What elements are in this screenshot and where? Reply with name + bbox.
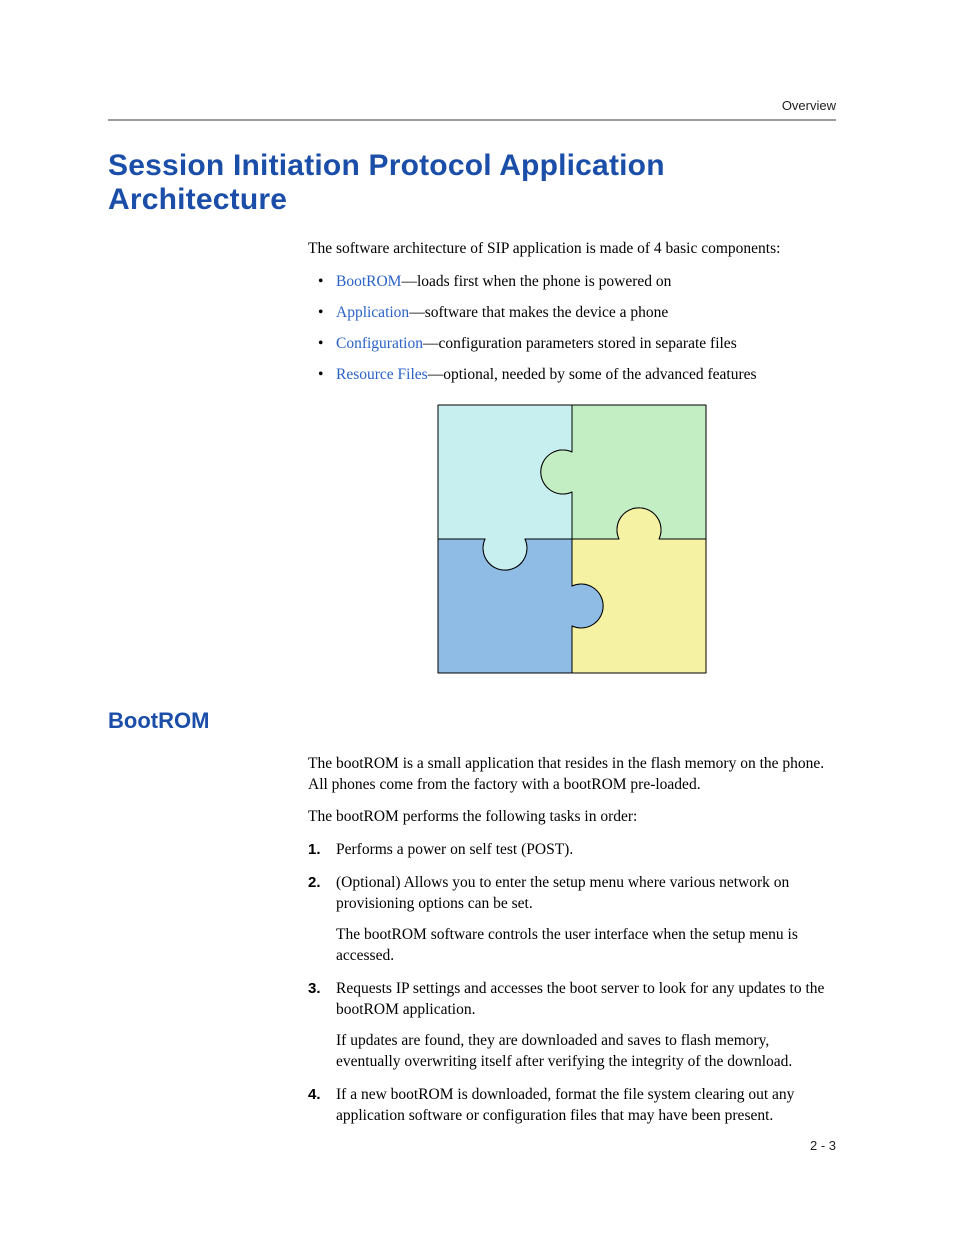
list-item: Configuration—configuration parameters s… bbox=[308, 334, 836, 355]
puzzle-icon bbox=[437, 404, 707, 674]
step-text: If a new bootROM is downloaded, format t… bbox=[336, 1086, 794, 1124]
list-item-text: —software that makes the device a phone bbox=[409, 304, 668, 321]
step-item: Performs a power on self test (POST). bbox=[308, 840, 836, 861]
header-section-label: Overview bbox=[108, 98, 836, 113]
intro-block: The software architecture of SIP applica… bbox=[308, 239, 836, 674]
list-item: BootROM—loads first when the phone is po… bbox=[308, 272, 836, 293]
step-text: Requests IP settings and accesses the bo… bbox=[336, 980, 824, 1018]
list-item-text: —configuration parameters stored in sepa… bbox=[423, 335, 737, 352]
step-item: Requests IP settings and accesses the bo… bbox=[308, 979, 836, 1073]
step-text: Performs a power on self test (POST). bbox=[336, 841, 573, 858]
intro-text: The software architecture of SIP applica… bbox=[308, 239, 836, 260]
page: Overview Session Initiation Protocol App… bbox=[0, 0, 954, 1127]
page-number: 2 - 3 bbox=[810, 1138, 836, 1153]
link-application[interactable]: Application bbox=[336, 304, 409, 321]
section-heading-bootrom: BootROM bbox=[108, 708, 836, 734]
link-configuration[interactable]: Configuration bbox=[336, 335, 423, 352]
link-resource-files[interactable]: Resource Files bbox=[336, 366, 428, 383]
step-subtext: The bootROM software controls the user i… bbox=[336, 925, 836, 967]
step-item: If a new bootROM is downloaded, format t… bbox=[308, 1085, 836, 1127]
list-item: Application—software that makes the devi… bbox=[308, 303, 836, 324]
puzzle-figure bbox=[308, 404, 836, 674]
step-subtext: If updates are found, they are downloade… bbox=[336, 1031, 836, 1073]
bootrom-p2: The bootROM performs the following tasks… bbox=[308, 807, 836, 828]
step-item: (Optional) Allows you to enter the setup… bbox=[308, 873, 836, 967]
header-rule bbox=[108, 119, 836, 121]
list-item: Resource Files—optional, needed by some … bbox=[308, 365, 836, 386]
list-item-text: —optional, needed by some of the advance… bbox=[428, 366, 757, 383]
bootrom-steps: Performs a power on self test (POST). (O… bbox=[308, 840, 836, 1126]
link-bootrom[interactable]: BootROM bbox=[336, 273, 401, 290]
list-item-text: —loads first when the phone is powered o… bbox=[401, 273, 671, 290]
bootrom-p1: The bootROM is a small application that … bbox=[308, 754, 836, 796]
page-title: Session Initiation Protocol Application … bbox=[108, 149, 836, 217]
step-text: (Optional) Allows you to enter the setup… bbox=[336, 874, 789, 912]
component-list: BootROM—loads first when the phone is po… bbox=[308, 272, 836, 386]
bootrom-block: The bootROM is a small application that … bbox=[308, 754, 836, 1127]
